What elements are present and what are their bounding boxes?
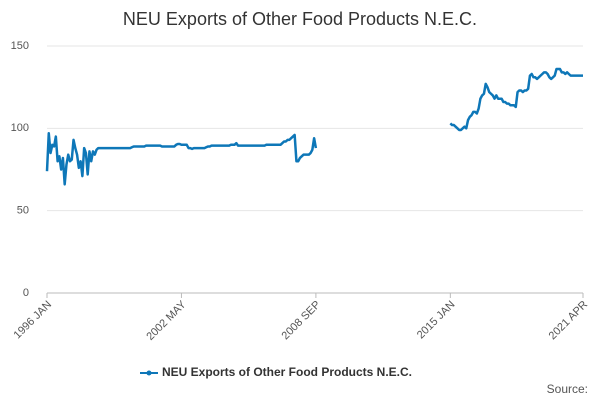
x-tick-label: 2015 JAN <box>415 299 458 342</box>
chart-title: NEU Exports of Other Food Products N.E.C… <box>123 9 477 29</box>
legend-marker <box>146 370 152 376</box>
data-line <box>45 67 583 186</box>
source: Source: <box>547 382 588 396</box>
y-tick-label: 100 <box>11 122 29 134</box>
y-tick-label: 150 <box>11 40 29 52</box>
x-tick-label: 1996 JAN <box>12 299 55 342</box>
x-tick-label: 2002 MAY <box>144 298 189 343</box>
x-tick-label: 2008 SEP <box>280 299 324 343</box>
legend-label: NEU Exports of Other Food Products N.E.C… <box>162 365 412 379</box>
y-tick-label: 50 <box>17 205 29 217</box>
y-tick-label: 0 <box>23 287 29 299</box>
x-tick-label: 2021 APR <box>547 299 591 343</box>
